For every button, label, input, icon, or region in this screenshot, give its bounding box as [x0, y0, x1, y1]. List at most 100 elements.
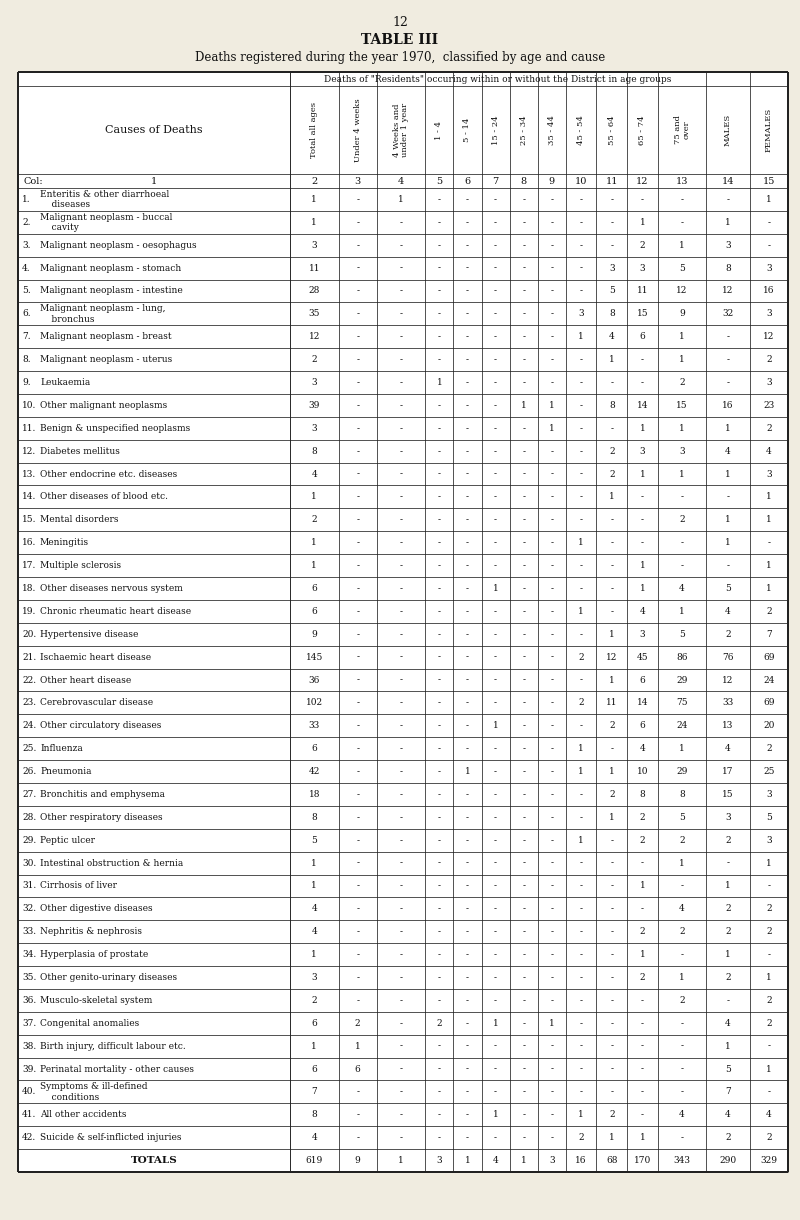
Text: 2: 2: [766, 1019, 772, 1027]
Text: -: -: [494, 1087, 497, 1097]
Text: -: -: [438, 767, 441, 776]
Text: 1 - 4: 1 - 4: [435, 121, 443, 139]
Text: Cirrhosis of liver: Cirrhosis of liver: [40, 882, 117, 891]
Text: -: -: [580, 264, 582, 272]
Text: -: -: [466, 332, 469, 342]
Text: -: -: [438, 698, 441, 708]
Text: All other accidents: All other accidents: [40, 1110, 126, 1119]
Text: 22.: 22.: [22, 676, 36, 684]
Text: 25 - 34: 25 - 34: [520, 115, 528, 145]
Text: -: -: [494, 836, 497, 844]
Text: 20.: 20.: [22, 630, 36, 639]
Text: -: -: [580, 447, 582, 455]
Text: 5: 5: [725, 1065, 731, 1074]
Text: 2.: 2.: [22, 218, 30, 227]
Text: -: -: [681, 1087, 683, 1097]
Text: -: -: [641, 1065, 644, 1074]
Text: -: -: [610, 218, 614, 227]
Text: Birth injury, difficult labour etc.: Birth injury, difficult labour etc.: [40, 1042, 186, 1050]
Text: -: -: [580, 950, 582, 959]
Text: -: -: [522, 676, 525, 684]
Text: 1: 1: [609, 767, 614, 776]
Text: -: -: [550, 721, 554, 731]
Text: -: -: [726, 996, 730, 1005]
Text: Congenital anomalies: Congenital anomalies: [40, 1019, 139, 1027]
Text: -: -: [466, 950, 469, 959]
Text: -: -: [522, 447, 525, 455]
Text: 3: 3: [311, 423, 317, 433]
Text: TOTALS: TOTALS: [130, 1157, 178, 1165]
Text: 1: 1: [766, 493, 772, 501]
Text: Other respiratory diseases: Other respiratory diseases: [40, 813, 162, 822]
Text: -: -: [399, 698, 402, 708]
Text: -: -: [522, 1042, 525, 1050]
Text: TABLE III: TABLE III: [362, 33, 438, 48]
Text: 2: 2: [766, 606, 772, 616]
Text: Chronic rheumatic heart disease: Chronic rheumatic heart disease: [40, 606, 191, 616]
Text: 1: 1: [725, 423, 731, 433]
Text: -: -: [767, 950, 770, 959]
Text: -: -: [522, 653, 525, 661]
Text: -: -: [466, 310, 469, 318]
Text: 4: 4: [766, 1110, 772, 1119]
Text: -: -: [466, 1065, 469, 1074]
Text: 45 - 54: 45 - 54: [577, 115, 585, 145]
Text: -: -: [438, 1087, 441, 1097]
Text: 1: 1: [578, 744, 584, 753]
Text: -: -: [466, 1087, 469, 1097]
Text: 36.: 36.: [22, 996, 36, 1005]
Text: -: -: [494, 1065, 497, 1074]
Text: -: -: [610, 1065, 614, 1074]
Text: 1: 1: [578, 767, 584, 776]
Text: 75 and
over: 75 and over: [674, 116, 690, 144]
Text: -: -: [438, 447, 441, 455]
Text: 5: 5: [436, 177, 442, 185]
Text: -: -: [726, 195, 730, 204]
Text: 29: 29: [676, 767, 688, 776]
Text: -: -: [494, 447, 497, 455]
Text: 1: 1: [639, 218, 646, 227]
Text: -: -: [494, 974, 497, 982]
Text: -: -: [681, 1042, 683, 1050]
Text: -: -: [438, 355, 441, 364]
Text: Malignant neoplasm - oesophagus: Malignant neoplasm - oesophagus: [40, 240, 197, 250]
Text: 14: 14: [637, 698, 648, 708]
Text: -: -: [580, 378, 582, 387]
Text: 12: 12: [606, 653, 618, 661]
Text: 2: 2: [725, 974, 730, 982]
Text: -: -: [522, 195, 525, 204]
Text: 9: 9: [549, 177, 555, 185]
Text: 170: 170: [634, 1157, 651, 1165]
Text: -: -: [399, 676, 402, 684]
Text: -: -: [522, 287, 525, 295]
Text: 1: 1: [151, 177, 157, 185]
Text: -: -: [494, 882, 497, 891]
Text: -: -: [494, 378, 497, 387]
Text: -: -: [466, 904, 469, 914]
Text: 7: 7: [766, 630, 772, 639]
Text: 3: 3: [549, 1157, 554, 1165]
Text: 6: 6: [355, 1065, 361, 1074]
Text: -: -: [494, 401, 497, 410]
Text: -: -: [356, 721, 359, 731]
Text: -: -: [522, 378, 525, 387]
Text: 3: 3: [609, 264, 614, 272]
Text: 1: 1: [679, 744, 685, 753]
Text: -: -: [356, 1133, 359, 1142]
Text: -: -: [438, 606, 441, 616]
Text: 4.: 4.: [22, 264, 30, 272]
Text: 3: 3: [578, 310, 584, 318]
Text: -: -: [550, 767, 554, 776]
Text: 8: 8: [311, 813, 317, 822]
Text: Enteritis & other diarrhoeal
    diseases: Enteritis & other diarrhoeal diseases: [40, 190, 170, 209]
Text: 16.: 16.: [22, 538, 36, 548]
Text: -: -: [399, 996, 402, 1005]
Text: -: -: [399, 287, 402, 295]
Text: -: -: [580, 974, 582, 982]
Text: -: -: [399, 1042, 402, 1050]
Text: 41.: 41.: [22, 1110, 36, 1119]
Text: -: -: [494, 470, 497, 478]
Text: -: -: [726, 493, 730, 501]
Text: -: -: [580, 470, 582, 478]
Text: 4: 4: [398, 177, 404, 185]
